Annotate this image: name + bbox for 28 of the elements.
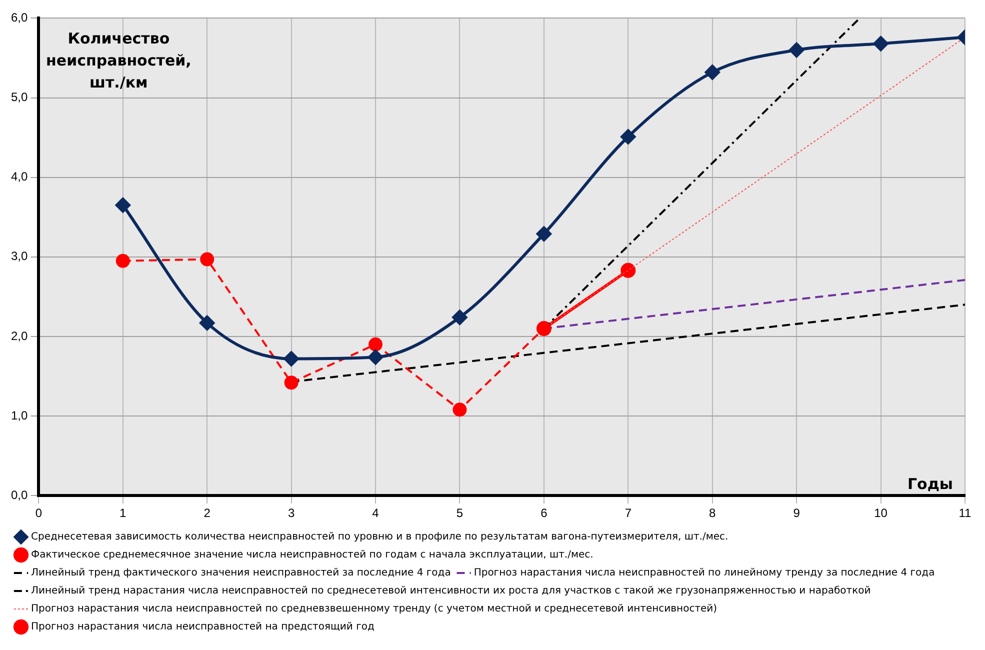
legend-label: Прогноз нарастания числа неисправностей на предстоящий год <box>31 622 374 633</box>
y-tick-label: 1,0 <box>10 408 28 422</box>
y-tick-label: 3,0 <box>10 249 28 264</box>
x-tick-label: 11 <box>958 506 972 520</box>
y-tick-label: 6,0 <box>10 10 28 25</box>
legend-label: Линейный тренд нарастания числа неисправностей по среднесетевой интенсивности их роста для участков с такой же грузонапряженностью и наработкой <box>31 586 871 597</box>
x-tick-label: 1 <box>120 506 127 520</box>
x-tick-label: 7 <box>624 506 632 520</box>
x-tick-label: 0 <box>35 506 42 520</box>
x-axis-title: Годы <box>907 474 953 493</box>
x-tick-label: 3 <box>288 506 295 520</box>
legend-label: Среднесетевая зависимость количества неисправностей по уровню и в профиле по результатам вагона-путеизмерителя, шт./мес. <box>31 532 728 543</box>
x-tick-label: 2 <box>204 506 211 520</box>
x-tick-label: 10 <box>874 506 888 520</box>
y-tick-label: 0,0 <box>10 488 28 502</box>
y-tick-label: 5,0 <box>10 90 28 104</box>
x-tick-label: 8 <box>709 506 716 520</box>
y-axis-title: Количество неисправностей, шт./км <box>46 30 192 92</box>
x-tick-label: 4 <box>372 506 380 520</box>
legend-label: Прогноз нарастания числа неисправностей по средневзвешенному тренду (с учетом местной и среднесетевой интенсивностей) <box>31 604 718 615</box>
x-tick-label: 5 <box>456 506 464 520</box>
legend-label: Фактическое среднемесячное значение числа неисправностей по годам с начала эксплуатации, шт./мес. <box>31 550 594 561</box>
y-tick-label: 4,0 <box>10 170 28 184</box>
x-tick-label: 6 <box>540 506 548 520</box>
y-tick-label: 2,0 <box>10 328 28 343</box>
x-tick-label: 9 <box>793 506 800 520</box>
legend-label: Прогноз нарастания числа неисправностей по линейному тренду за последние 4 года <box>474 568 935 579</box>
legend-label: Линейный тренд фактического значения неисправностей за последние 4 года <box>31 568 451 579</box>
